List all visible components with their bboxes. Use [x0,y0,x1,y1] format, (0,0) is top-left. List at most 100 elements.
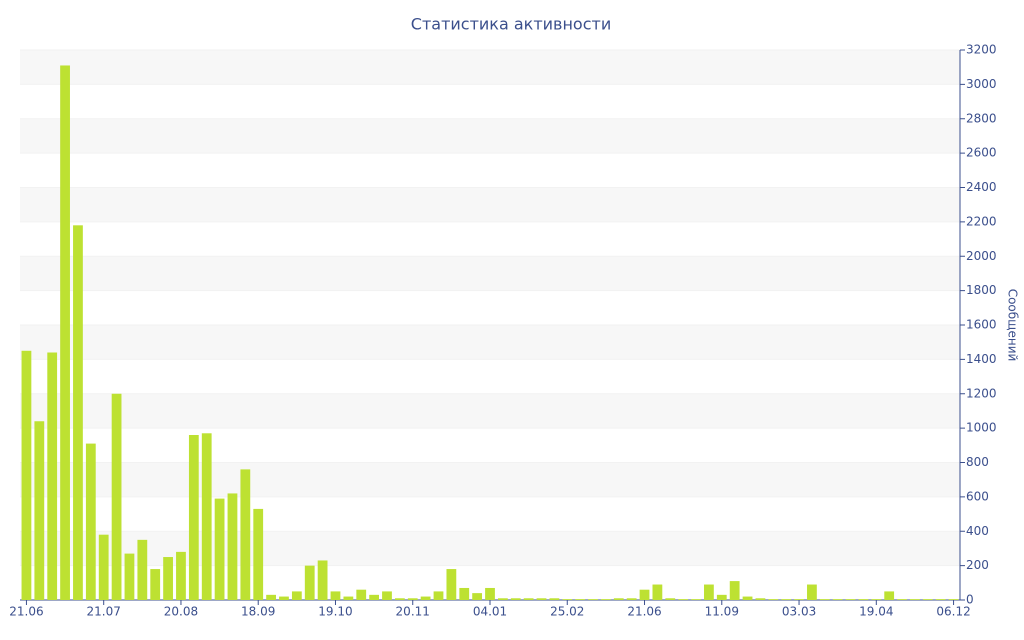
bar [639,589,650,600]
x-tick-label: 18.09 [241,605,275,619]
bar [922,599,933,600]
bar [613,598,624,600]
y-tick-label: 1000 [966,421,997,435]
y-tick-label: 200 [966,558,989,572]
x-tick-label: 06.12 [936,605,970,619]
bar [819,599,830,600]
bar [665,598,676,600]
x-tick-label: 04.01 [473,605,507,619]
bar [394,598,405,600]
grid-band [20,118,960,154]
chart-title: Статистика активности [411,15,611,34]
bar [768,599,779,600]
y-tick-label: 2800 [966,111,997,125]
grid-band [20,325,960,360]
bar [459,587,470,600]
x-tick-label: 03.03 [782,605,816,619]
bar [472,593,483,600]
bar [176,551,186,600]
bar [124,553,135,600]
y-tick-label: 3000 [966,77,997,91]
bar [497,598,508,600]
bar [588,599,598,600]
bar [897,599,907,600]
grid-band [20,187,960,222]
bar [369,594,380,600]
y-tick-label: 1200 [966,386,997,400]
y-tick-label: 2600 [966,146,997,160]
bar [884,591,895,600]
bar [60,65,70,600]
y-tick-label: 600 [966,489,989,503]
bar [150,569,161,600]
bar [240,469,251,600]
bar [523,598,534,600]
y-axis-label: Сообщений [1006,289,1020,362]
y-tick-label: 2000 [966,249,997,263]
bar [742,596,753,600]
bar [549,598,560,600]
bar [781,599,792,600]
bar [562,599,573,600]
x-tick-label: 20.08 [164,605,198,619]
bar [111,393,122,600]
bar [600,599,611,600]
bar [330,591,341,600]
grid-band [20,256,960,291]
x-tick-label: 19.04 [859,605,893,619]
grid-band [20,462,960,497]
bar [575,599,586,600]
bar [34,421,45,600]
bar [626,598,637,600]
bar [832,599,843,600]
bar [407,598,418,600]
y-tick-label: 3200 [966,43,997,57]
bar [253,508,264,600]
grid-band [20,393,960,429]
y-tick-label: 2400 [966,180,997,194]
bar [716,594,727,600]
bar [47,352,58,600]
x-tick-label: 21.06 [627,605,661,619]
y-tick-label: 1400 [966,352,997,366]
x-tick-label: 21.07 [87,605,121,619]
bar [935,599,946,600]
x-tick-label: 20.11 [396,605,430,619]
bar [729,581,740,600]
bar [871,599,882,600]
bar [485,587,495,600]
y-tick-label: 800 [966,455,989,469]
x-tick-label: 25.02 [550,605,584,619]
bar [85,443,96,600]
bar [98,534,109,600]
bar [291,591,302,600]
bar [794,599,804,600]
bar [755,598,766,600]
bar [266,594,276,600]
bar [382,591,392,600]
bar [214,498,225,600]
bar [652,584,663,600]
bar [691,599,701,600]
x-tick-label: 19.10 [318,605,352,619]
x-tick-label: 11.09 [705,605,739,619]
bar [163,557,173,600]
bar [807,584,817,600]
bar [845,599,856,600]
bar [279,596,289,600]
bar [446,569,457,600]
y-tick-label: 1800 [966,283,997,297]
bar [188,435,199,600]
bar [201,433,212,600]
bar [536,598,547,600]
bar [227,493,238,600]
grid-band [20,531,960,566]
bar [510,598,521,600]
bar [317,560,328,600]
bar [137,539,148,600]
x-tick-label: 21.06 [9,605,43,619]
bar [678,599,689,600]
y-tick-label: 1600 [966,318,997,332]
